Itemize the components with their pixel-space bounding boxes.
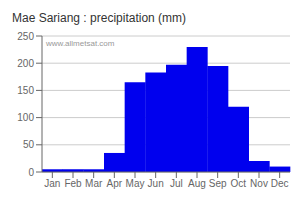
svg-text:May: May: [126, 178, 145, 189]
svg-text:Aug: Aug: [188, 178, 206, 189]
svg-text:150: 150: [17, 85, 34, 96]
svg-text:200: 200: [17, 58, 34, 69]
svg-text:Jun: Jun: [148, 178, 164, 189]
svg-text:Nov: Nov: [250, 178, 268, 189]
svg-text:Feb: Feb: [64, 178, 82, 189]
svg-text:0: 0: [28, 167, 34, 178]
svg-text:Dec: Dec: [271, 178, 289, 189]
html-text:www.allmetsat.com: www.allmetsat.com: [46, 39, 115, 48]
svg-text:Jul: Jul: [170, 178, 183, 189]
svg-text:50: 50: [23, 139, 35, 150]
svg-text:Apr: Apr: [107, 178, 123, 189]
svg-text:Mar: Mar: [85, 178, 103, 189]
html-text:Mae Sariang : precipitation (m: Mae Sariang : precipitation (mm): [12, 11, 187, 25]
svg-text:Oct: Oct: [231, 178, 247, 189]
svg-text:Jan: Jan: [44, 178, 60, 189]
svg-text:250: 250: [17, 31, 34, 42]
svg-text:Sep: Sep: [209, 178, 227, 189]
svg-text:100: 100: [17, 112, 34, 123]
